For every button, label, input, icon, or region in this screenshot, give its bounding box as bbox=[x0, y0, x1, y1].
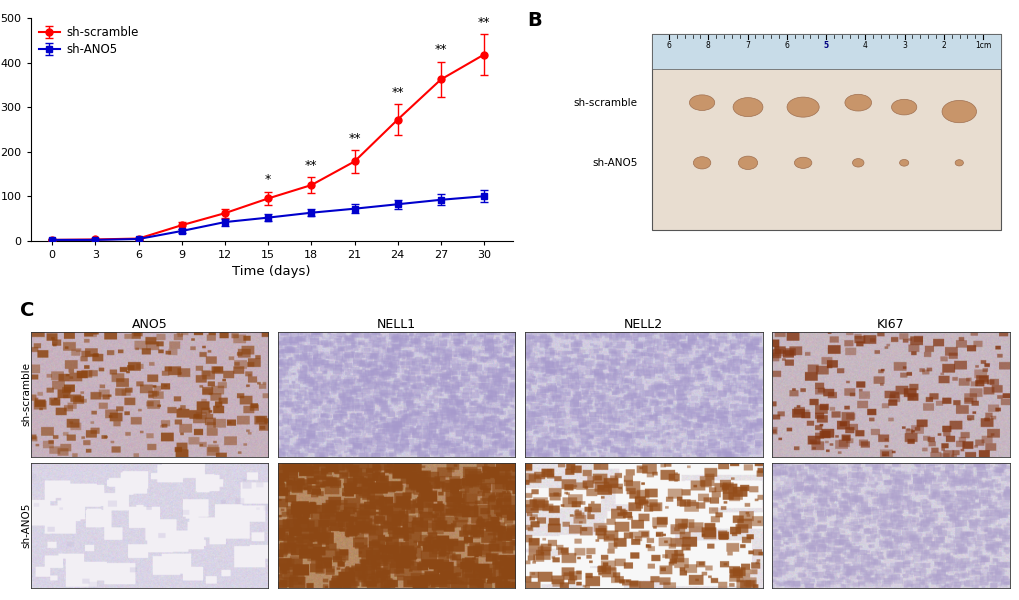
Text: 1cm: 1cm bbox=[974, 41, 990, 50]
Text: 2: 2 bbox=[941, 41, 946, 50]
Text: C: C bbox=[20, 301, 35, 320]
Title: ANO5: ANO5 bbox=[131, 319, 167, 331]
Text: *: * bbox=[265, 173, 271, 185]
Title: NELL1: NELL1 bbox=[377, 319, 416, 331]
Ellipse shape bbox=[689, 95, 714, 110]
Ellipse shape bbox=[899, 160, 908, 166]
Ellipse shape bbox=[891, 100, 916, 115]
Ellipse shape bbox=[954, 160, 963, 166]
Ellipse shape bbox=[844, 94, 870, 111]
Y-axis label: sh-ANO5: sh-ANO5 bbox=[21, 503, 32, 548]
Text: sh-scramble: sh-scramble bbox=[574, 98, 637, 107]
Legend: sh-scramble, sh-ANO5: sh-scramble, sh-ANO5 bbox=[37, 24, 141, 58]
Text: 6: 6 bbox=[784, 41, 789, 50]
Text: 7: 7 bbox=[744, 41, 749, 50]
Text: **: ** bbox=[434, 43, 446, 56]
Text: B: B bbox=[527, 11, 542, 31]
Ellipse shape bbox=[852, 158, 863, 167]
FancyBboxPatch shape bbox=[651, 34, 1000, 69]
Text: **: ** bbox=[477, 16, 490, 29]
Y-axis label: sh-scramble: sh-scramble bbox=[21, 362, 32, 426]
Ellipse shape bbox=[738, 156, 757, 169]
Ellipse shape bbox=[787, 97, 818, 117]
Text: **: ** bbox=[305, 159, 317, 172]
X-axis label: Time (days): Time (days) bbox=[232, 265, 311, 278]
Text: 5: 5 bbox=[822, 41, 827, 50]
FancyBboxPatch shape bbox=[651, 34, 1000, 230]
Text: 3: 3 bbox=[901, 41, 906, 50]
Ellipse shape bbox=[794, 157, 811, 169]
Text: **: ** bbox=[347, 132, 361, 145]
Title: NELL2: NELL2 bbox=[624, 319, 662, 331]
Text: sh-ANO5: sh-ANO5 bbox=[592, 158, 637, 168]
Ellipse shape bbox=[693, 157, 710, 169]
Ellipse shape bbox=[733, 98, 762, 116]
Ellipse shape bbox=[942, 100, 975, 123]
Text: 6: 6 bbox=[666, 41, 671, 50]
Text: **: ** bbox=[391, 86, 404, 98]
Text: 8: 8 bbox=[705, 41, 710, 50]
Text: 4: 4 bbox=[862, 41, 867, 50]
Title: KI67: KI67 bbox=[876, 319, 904, 331]
